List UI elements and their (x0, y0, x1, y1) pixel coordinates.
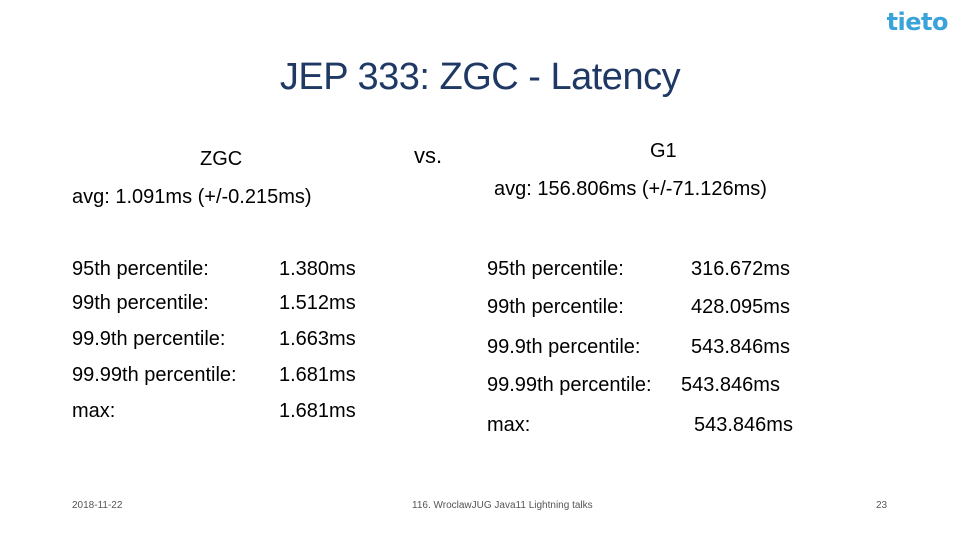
row-value: 1.380ms (279, 258, 356, 280)
row-label: 99th percentile: (72, 292, 209, 314)
g1-row-max: max: 543.846ms (487, 414, 793, 437)
g1-row-99-99: 99.99th percentile: 543.846ms (487, 374, 780, 397)
row-label: 95th percentile: (487, 258, 624, 280)
footer-event: 116. WroclawJUG Java11 Lightning talks (412, 500, 593, 511)
row-label: 99.9th percentile: (72, 328, 226, 350)
row-label: 95th percentile: (72, 258, 209, 280)
row-value: 543.846ms (691, 336, 790, 358)
row-value: 1.512ms (279, 292, 356, 314)
row-value: 1.681ms (279, 364, 356, 386)
vs-label: vs. (414, 143, 443, 168)
tieto-logo: tieto (886, 8, 949, 36)
g1-row-99-9: 99.9th percentile: 543.846ms (487, 336, 790, 359)
row-label: max: (487, 414, 531, 436)
row-value: 1.681ms (279, 400, 356, 422)
zgc-row-99-99: 99.99th percentile: 1.681ms (72, 364, 356, 387)
row-label: 99.99th percentile: (487, 374, 652, 396)
zgc-row-max: max: 1.681ms (72, 400, 356, 423)
row-label: 99.9th percentile: (487, 336, 641, 358)
g1-avg: avg: 156.806ms (+/-71.126ms) (494, 178, 767, 200)
row-label: 99th percentile: (487, 296, 624, 318)
row-value: 316.672ms (691, 258, 790, 280)
zgc-row-99: 99th percentile: 1.512ms (72, 292, 356, 315)
row-label: max: (72, 400, 116, 422)
g1-heading: G1 (650, 140, 677, 162)
zgc-row-95: 95th percentile: 1.380ms (72, 258, 356, 281)
row-value: 1.663ms (279, 328, 356, 350)
row-value: 428.095ms (691, 296, 790, 318)
footer-date: 2018-11-22 (72, 500, 123, 511)
row-value: 543.846ms (694, 414, 793, 436)
page-number: 23 (876, 500, 888, 511)
zgc-heading: ZGC (200, 148, 243, 170)
g1-row-99: 99th percentile: 428.095ms (487, 296, 790, 319)
g1-row-95: 95th percentile: 316.672ms (487, 258, 790, 281)
row-value: 543.846ms (681, 374, 780, 396)
zgc-row-99-9: 99.9th percentile: 1.663ms (72, 328, 356, 351)
slide-title: JEP 333: ZGC - Latency (279, 56, 681, 98)
row-label: 99.99th percentile: (72, 364, 237, 386)
zgc-avg: avg: 1.091ms (+/-0.215ms) (72, 186, 312, 208)
